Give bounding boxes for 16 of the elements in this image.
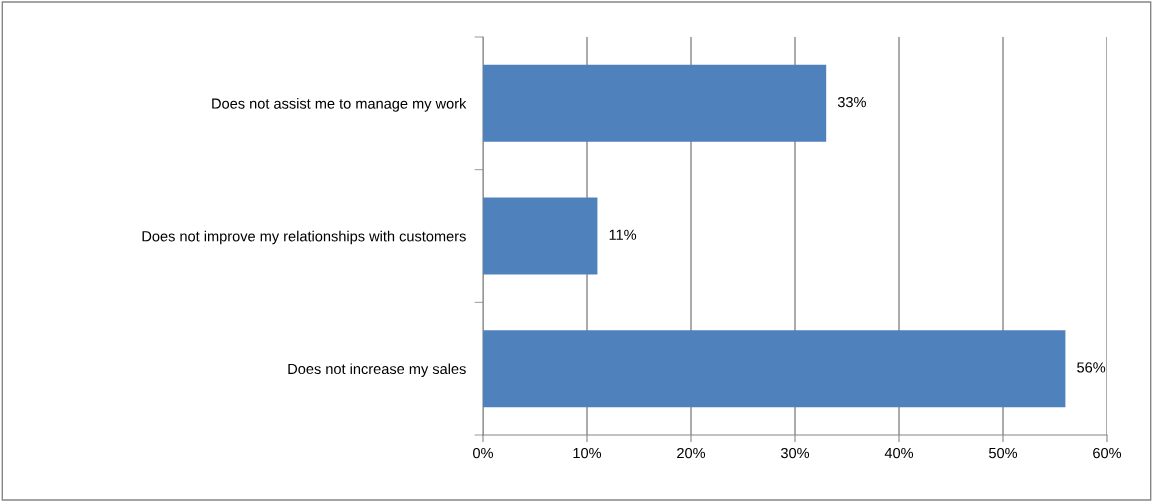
y-tick-label: Does not improve my relationships with customers <box>142 230 466 245</box>
bar <box>483 64 827 142</box>
bar <box>483 197 598 275</box>
bar <box>483 330 1066 408</box>
x-tick-label: 50% <box>988 447 1018 459</box>
y-tick-label: Does not increase my sales <box>288 363 466 377</box>
y-tick-label: Does not assist me to manage my work <box>212 98 467 112</box>
data-label: 56% <box>1077 362 1106 373</box>
data-label: 33% <box>837 96 866 108</box>
x-tick-label: 60% <box>1093 447 1122 459</box>
x-tick-label: 0% <box>473 447 494 459</box>
data-label: 11% <box>609 229 637 240</box>
x-tick-label: 10% <box>573 447 602 459</box>
x-tick-label: 40% <box>884 447 914 459</box>
x-tick-label: 20% <box>677 447 706 459</box>
x-tick-label: 30% <box>780 447 810 459</box>
